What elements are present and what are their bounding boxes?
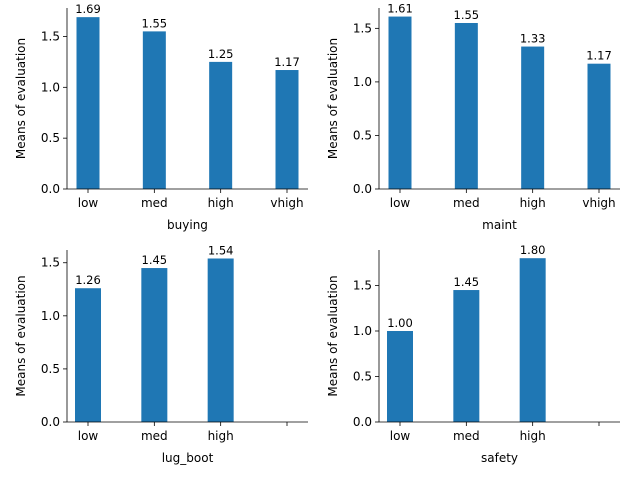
y-axis-label: Means of evaluation	[326, 275, 340, 396]
x-tick-label: vhigh	[270, 196, 303, 210]
bar-low	[76, 17, 100, 189]
x-axis-label: lug_boot	[162, 451, 214, 465]
subplot-safety: 1.00 1.45 1.80 low med high 0.0 0.5 1.0 1.5 safety…	[326, 243, 620, 465]
y-tick-label: 1.0	[41, 80, 60, 94]
bar-med	[142, 31, 166, 190]
x-axis-label: buying	[167, 218, 208, 232]
y-tick-label: 1.5	[353, 278, 372, 292]
y-tick-label: 0.0	[353, 415, 372, 429]
bar-low	[388, 16, 412, 189]
x-tick-label: high	[520, 196, 546, 210]
bar-value-label: 1.17	[586, 49, 612, 63]
x-tick-label: low	[390, 429, 411, 443]
subplot-buying: 1.69 1.55 1.25 1.17 low med high vhigh 0.0 0.5 1.0…	[14, 2, 308, 232]
bar-value-label: 1.45	[454, 275, 480, 289]
bar-value-label: 1.55	[454, 8, 480, 22]
bar-value-label: 1.33	[520, 32, 546, 46]
y-tick-label: 0.5	[353, 128, 372, 142]
x-tick-label: low	[78, 429, 99, 443]
y-tick-label: 0.0	[41, 415, 60, 429]
bar-vhigh	[587, 63, 611, 189]
x-axis-label: safety	[481, 451, 518, 465]
y-tick-label: 1.0	[353, 324, 372, 338]
y-tick-label: 1.5	[41, 256, 60, 270]
y-tick-label: 0.5	[41, 131, 60, 145]
subplot-lug-boot: 1.26 1.45 1.54 low med high 0.0 0.5 1.0 1.5 lug_bo…	[14, 243, 308, 465]
y-tick-label: 1.5	[353, 21, 372, 35]
y-axis-label: Means of evaluation	[326, 38, 340, 159]
bar-low	[387, 330, 413, 422]
x-tick-label: high	[208, 429, 234, 443]
bar-value-label: 1.54	[208, 243, 234, 257]
x-tick-label: low	[390, 196, 411, 210]
y-tick-label: 1.0	[41, 309, 60, 323]
bar-value-label: 1.69	[75, 2, 101, 16]
bar-high	[207, 258, 234, 422]
subplot-maint: 1.61 1.55 1.33 1.17 low med high vhigh 0.0 0.5 1.0…	[326, 2, 620, 232]
x-tick-label: med	[141, 429, 168, 443]
bar-med	[453, 290, 480, 422]
bar-value-label: 1.17	[274, 55, 300, 69]
y-tick-label: 1.5	[41, 29, 60, 43]
x-tick-label: med	[141, 196, 168, 210]
y-tick-label: 0.0	[353, 182, 372, 196]
y-tick-label: 0.0	[41, 182, 60, 196]
bar-value-label: 1.25	[208, 47, 234, 61]
bar-low	[75, 288, 101, 422]
x-tick-label: vhigh	[582, 196, 615, 210]
y-tick-label: 0.5	[353, 369, 372, 383]
bar-value-label: 1.45	[142, 253, 168, 267]
y-tick-label: 1.0	[353, 75, 372, 89]
bar-vhigh	[275, 70, 299, 189]
x-tick-label: high	[520, 429, 546, 443]
x-tick-label: med	[453, 429, 480, 443]
bar-value-label: 1.55	[142, 16, 168, 30]
y-axis-label: Means of evaluation	[14, 38, 28, 159]
bar-value-label: 1.80	[520, 243, 546, 257]
bar-med	[454, 22, 478, 190]
y-axis-label: Means of evaluation	[14, 275, 28, 396]
x-tick-label: low	[78, 196, 99, 210]
x-axis-label: maint	[482, 218, 517, 232]
y-tick-label: 0.5	[41, 362, 60, 376]
x-tick-label: high	[208, 196, 234, 210]
bar-value-label: 1.26	[75, 273, 101, 287]
bar-high	[521, 46, 545, 189]
bar-value-label: 1.00	[387, 316, 413, 330]
bar-high	[209, 61, 233, 189]
bar-high	[519, 258, 546, 422]
bar-value-label: 1.61	[387, 2, 413, 16]
bar-med	[141, 268, 168, 422]
x-tick-label: med	[453, 196, 480, 210]
